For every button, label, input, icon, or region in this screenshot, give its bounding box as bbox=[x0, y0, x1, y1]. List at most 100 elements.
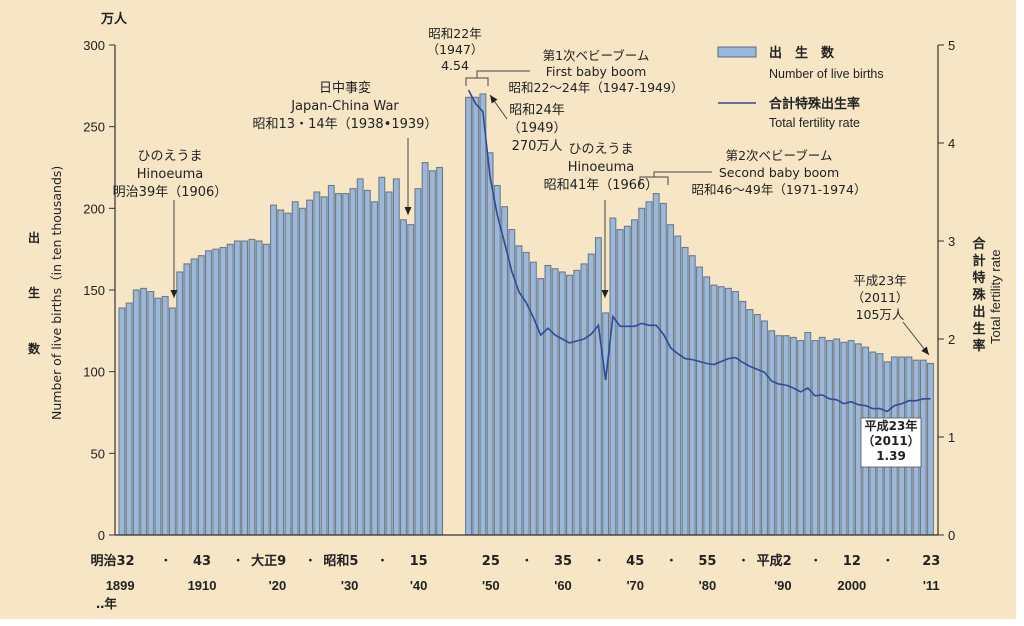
bar-1993 bbox=[797, 340, 805, 536]
annotation-hinoeuma-1906: ひのえうま bbox=[137, 149, 202, 164]
bar-1998 bbox=[833, 338, 841, 536]
x-tick-era-label: 昭和5 bbox=[323, 553, 358, 569]
left-axis-label-char: 数 bbox=[28, 341, 41, 356]
x-tick-era-label: 35 bbox=[554, 554, 572, 569]
annotation-bracket-boom2 bbox=[639, 171, 712, 185]
annotation-tfr-1947: 昭和22年 bbox=[428, 26, 481, 41]
bar-1916 bbox=[241, 240, 249, 536]
x-tick-dot: ・ bbox=[159, 554, 172, 569]
x-tick-year-label: 1910 bbox=[188, 578, 217, 593]
bar-1990 bbox=[775, 335, 783, 536]
x-tick-year-label: '60 bbox=[554, 578, 572, 593]
x-tick-era-label: 明治32 bbox=[91, 553, 135, 569]
bar-1911 bbox=[205, 250, 212, 536]
bar-1920 bbox=[270, 204, 277, 536]
x-tick-year-label: 2000 bbox=[837, 578, 866, 593]
annotation-tfr-1947: （1947） bbox=[427, 42, 484, 57]
right-axis-label-char: 生 bbox=[972, 321, 985, 337]
bar-1941 bbox=[421, 162, 429, 536]
x-tick-era-label: 45 bbox=[626, 554, 644, 569]
bar-1988 bbox=[761, 320, 768, 536]
right-axis-label-char: 出 bbox=[972, 304, 985, 320]
x-tick-year-label: '90 bbox=[774, 578, 792, 593]
bar-1981 bbox=[710, 284, 718, 536]
annotations: ひのえうま Hinoeuma 明治39年（1906） 日中事変 Japan-China … bbox=[113, 26, 930, 468]
bar-1977 bbox=[681, 246, 689, 536]
bar-2011 bbox=[927, 362, 934, 536]
legend-bar-swatch bbox=[717, 46, 757, 58]
bar-1995 bbox=[811, 340, 819, 536]
annotation-second-baby-boom: 第2次ベビーブーム bbox=[726, 148, 833, 163]
bar-1921 bbox=[277, 209, 285, 536]
bar-1913 bbox=[219, 246, 227, 536]
annotation-hinoeuma-1966: 昭和41年（1966） bbox=[544, 178, 659, 193]
bar-1907 bbox=[176, 271, 184, 536]
right-axis-label-char: 殊 bbox=[972, 288, 986, 303]
bar-1956 bbox=[529, 261, 537, 536]
right-axis-label-ja: 合計特殊出生率 bbox=[972, 236, 986, 354]
bar-1991 bbox=[782, 335, 790, 536]
bar-1997 bbox=[826, 340, 833, 536]
annotation-hinoeuma-1966: Hinoeuma bbox=[568, 160, 634, 175]
bar-1938 bbox=[400, 219, 407, 536]
bar-1940 bbox=[414, 188, 422, 536]
bar-1954 bbox=[515, 245, 523, 536]
x-tick-era-label: 23 bbox=[922, 554, 940, 569]
annotation-japan-china-war: 昭和13・14年（1938•1939） bbox=[253, 117, 438, 132]
bar-1975 bbox=[667, 224, 675, 536]
left-tick-label: 200 bbox=[83, 201, 105, 216]
annotation-hinoeuma-1906: 明治39年（1906） bbox=[113, 185, 228, 200]
annotation-births-2011: （2011） bbox=[852, 290, 909, 305]
bar-1919 bbox=[262, 243, 270, 536]
bar-1917 bbox=[248, 238, 256, 536]
bar-1982 bbox=[717, 286, 725, 536]
x-tick-year-label: '11 bbox=[923, 578, 940, 593]
right-axis-label-char: 率 bbox=[972, 338, 985, 354]
bar-1957 bbox=[537, 278, 545, 536]
x-tick-year-label: '20 bbox=[269, 578, 287, 593]
bar-1900 bbox=[125, 302, 133, 536]
bar-1951 bbox=[493, 184, 501, 536]
x-unit-label: ‥年 bbox=[96, 596, 117, 611]
annotation-hinoeuma-1966: ひのえうま bbox=[568, 142, 633, 157]
x-tick-era-label: 大正9 bbox=[251, 553, 286, 569]
annotation-tfr-2011: （2011） bbox=[862, 433, 919, 448]
x-tick-year-label: '70 bbox=[626, 578, 644, 593]
left-axis-label-en: Number of live births（in ten thousands) bbox=[49, 166, 64, 420]
bar-1929 bbox=[335, 193, 342, 536]
x-tick-dot: ・ bbox=[376, 554, 389, 569]
left-axis-label-char: 生 bbox=[28, 285, 40, 300]
annotation-tfr-2011-box bbox=[860, 417, 922, 468]
x-tick-dot: ・ bbox=[593, 554, 606, 569]
fertility-rate-line bbox=[467, 89, 931, 413]
bar-1963 bbox=[580, 263, 588, 536]
annotation-arrow-1949-head bbox=[490, 95, 498, 104]
annotation-second-baby-boom: Second baby boom bbox=[719, 165, 839, 180]
bar-1930 bbox=[342, 193, 350, 536]
bar-1915 bbox=[233, 240, 241, 536]
bar-1922 bbox=[284, 212, 292, 536]
right-tick-label: 4 bbox=[948, 136, 955, 151]
left-tick-label: 300 bbox=[83, 38, 105, 53]
bar-1971 bbox=[638, 207, 646, 536]
bar-1974 bbox=[659, 202, 667, 536]
bar-1928 bbox=[327, 184, 335, 536]
bar-1959 bbox=[551, 268, 559, 536]
x-tick-dot: ・ bbox=[881, 554, 894, 569]
annotation-bracket-boom1 bbox=[465, 70, 530, 86]
bar-1904 bbox=[154, 297, 162, 536]
bar-1948 bbox=[472, 96, 480, 536]
bar-1935 bbox=[378, 176, 386, 536]
left-axis-label-char: 出 bbox=[28, 230, 40, 245]
bar-1976 bbox=[674, 235, 682, 536]
bar-1910 bbox=[197, 255, 205, 536]
bar-1986 bbox=[746, 309, 754, 536]
annotation-tfr-1947: 4.54 bbox=[441, 58, 469, 73]
legend-line-label-en: Total fertility rate bbox=[769, 116, 860, 130]
bar-1934 bbox=[371, 201, 379, 536]
bar-1965 bbox=[594, 237, 602, 536]
bar-1909 bbox=[190, 258, 198, 536]
x-tick-era-label: 平成2 bbox=[757, 553, 792, 569]
